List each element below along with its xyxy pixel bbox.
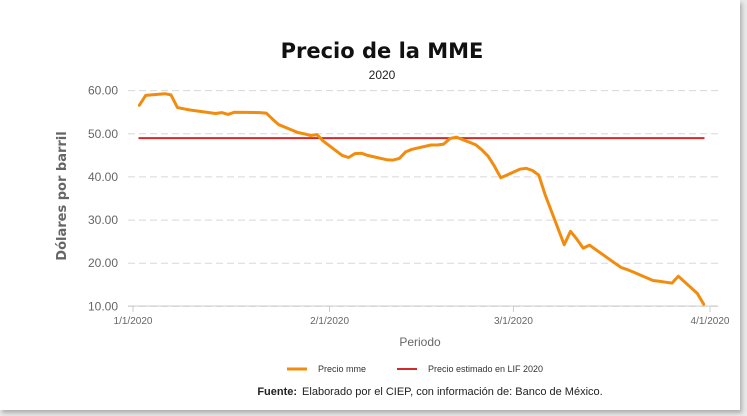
legend-label-precio-estimado: Precio estimado en LIF 2020 xyxy=(428,364,543,374)
source-text: Elaborado por el CIEP, con información d… xyxy=(302,386,603,398)
y-tick-label: 60.00 xyxy=(88,84,118,98)
grid-lines xyxy=(128,90,718,307)
x-tick-label: 2/1/2020 xyxy=(310,316,349,327)
x-tick-label: 4/1/2020 xyxy=(691,316,730,327)
chart-card: Precio de la MME 2020 10.00 20.00 30.00 40.… xyxy=(0,0,740,410)
x-tick-label: 3/1/2020 xyxy=(494,316,533,327)
series-line-precio-mme xyxy=(137,92,706,306)
chart-title: Precio de la MME xyxy=(281,39,484,63)
y-tick-label: 20.00 xyxy=(88,256,118,270)
line-chart: Precio de la MME 2020 10.00 20.00 30.00 40.… xyxy=(55,39,730,398)
y-axis-ticks: 10.00 20.00 30.00 40.00 50.00 60.00 xyxy=(88,84,118,314)
x-axis-ticks: 1/1/2020 2/1/2020 3/1/2020 4/1/2020 xyxy=(114,306,730,327)
y-tick-label: 40.00 xyxy=(88,170,118,184)
chart-subtitle: 2020 xyxy=(369,68,396,82)
series-group xyxy=(137,92,706,306)
legend-label-precio-mme: Precio mme xyxy=(318,364,366,374)
legend: Precio mme Precio estimado en LIF 2020 xyxy=(287,364,543,374)
legend-item-precio-mme[interactable]: Precio mme xyxy=(287,364,366,374)
y-tick-label: 50.00 xyxy=(88,127,118,141)
source-note: Fuente: Elaborado por el CIEP, con inform… xyxy=(257,386,602,398)
y-tick-label: 10.00 xyxy=(88,299,118,313)
legend-item-precio-estimado[interactable]: Precio estimado en LIF 2020 xyxy=(397,364,543,374)
x-axis-label: Periodo xyxy=(399,335,441,349)
source-label: Fuente: xyxy=(257,386,297,398)
y-axis-label: Dólares por barril xyxy=(55,131,70,260)
x-tick-label: 1/1/2020 xyxy=(114,316,153,327)
y-tick-label: 30.00 xyxy=(88,213,118,227)
